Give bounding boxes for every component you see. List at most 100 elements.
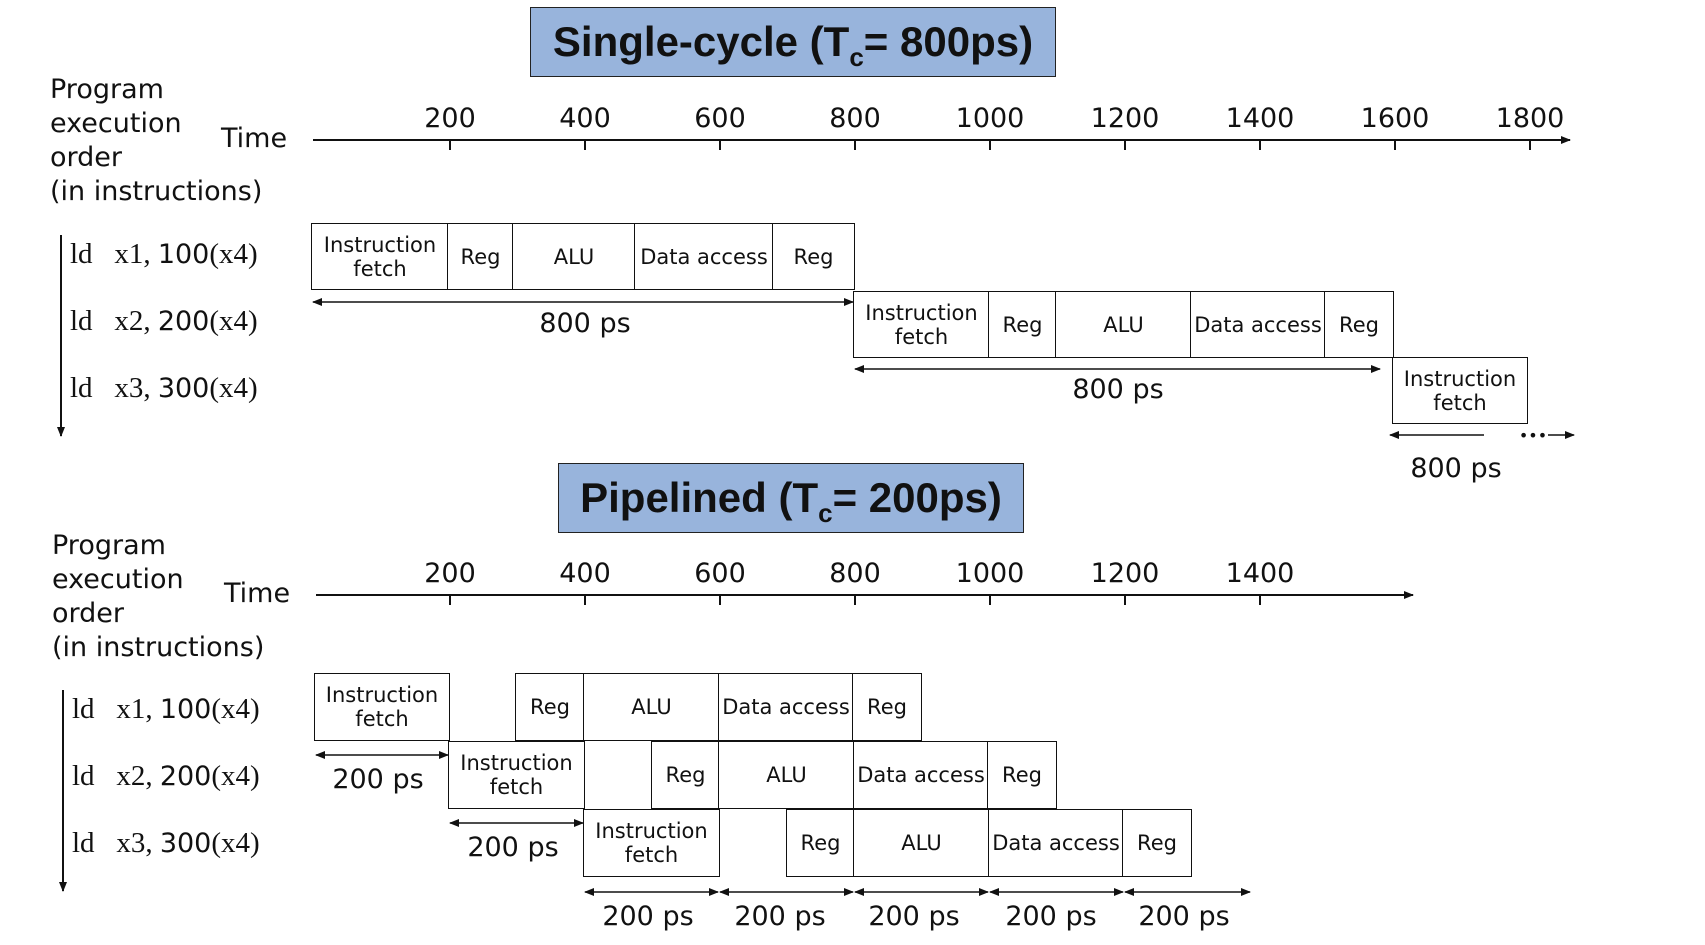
pipe-row3-reg-write: Reg [1122, 809, 1192, 877]
pipelined-instr-3-reg: (x4) [211, 827, 260, 859]
single-instr-2-args: x2, [114, 305, 158, 337]
pipelined-instr-2-args: x2, [116, 760, 160, 792]
single-instr-3-args: x3, [114, 372, 158, 404]
pipe-row2-data-access: Data access [853, 741, 989, 809]
pipelined-instr-2-op: ld [72, 760, 95, 792]
single-tick-400: 400 [559, 103, 611, 134]
pipelined-time-label: Time [224, 578, 291, 609]
pipelined-axis-ticks [449, 595, 1261, 605]
pipelined-instr-3-op: ld [72, 827, 95, 859]
single-tick-600: 600 [694, 103, 746, 134]
single-row2-data-access: Data access [1190, 291, 1326, 358]
pipe-duration-3: 200 ps [602, 901, 694, 932]
pipe-duration-2: 200 ps [467, 832, 559, 863]
pipe-row3-reg-read: Reg [786, 809, 855, 877]
single-tick-1600: 1600 [1360, 103, 1430, 134]
pipelined-instr-3: ld x3, 300(x4) [72, 826, 260, 861]
pipelined-tick-1000: 1000 [955, 558, 1025, 589]
single-instr-2-num: 200 [157, 306, 210, 337]
pipelined-instr-2: ld x2, 200(x4) [72, 759, 260, 794]
pipelined-tick-1400: 1400 [1225, 558, 1295, 589]
single-instr-1-op: ld [70, 238, 93, 270]
pipelined-instr-3-num: 300 [159, 828, 212, 859]
pipelined-title-sub: c [818, 498, 833, 528]
pipe-row2-ifetch: Instruction fetch [448, 741, 585, 809]
pipe-row1-reg-write: Reg [852, 673, 922, 741]
single-tick-800: 800 [829, 103, 881, 134]
pipe-duration-7: 200 ps [1138, 901, 1230, 932]
pipe-duration-6: 200 ps [1005, 901, 1097, 932]
single-instr-1-num: 100 [157, 239, 210, 270]
pipe-row2-reg-write: Reg [987, 741, 1057, 809]
single-row2-alu: ALU [1055, 291, 1192, 358]
single-cycle-title-sub: c [849, 42, 864, 72]
pipelined-tick-800: 800 [829, 558, 881, 589]
single-duration-1: 800 ps [539, 308, 631, 339]
single-ellipsis: ••• [1518, 426, 1548, 445]
single-instr-3-op: ld [70, 372, 93, 404]
pipelined-instr-2-num: 200 [159, 761, 212, 792]
pipelined-instr-1-num: 100 [159, 694, 212, 725]
pipelined-tick-1200: 1200 [1090, 558, 1160, 589]
pipe-row3-ifetch: Instruction fetch [583, 809, 720, 877]
pipe-row2-alu: ALU [718, 741, 855, 809]
single-tick-1800: 1800 [1495, 103, 1565, 134]
single-row1-reg-read: Reg [447, 223, 514, 290]
pipelined-order-label-2: execution [52, 564, 184, 595]
pipe-duration-5: 200 ps [868, 901, 960, 932]
single-order-label-2: execution [50, 108, 182, 139]
pipelined-order-label-1: Program [52, 530, 166, 561]
single-tick-200: 200 [424, 103, 476, 134]
single-cycle-title-rest: = 800ps) [863, 18, 1034, 65]
single-row2-reg-read: Reg [988, 291, 1057, 358]
single-instr-2: ld x2, 200(x4) [70, 304, 258, 339]
pipelined-instr-3-args: x3, [116, 827, 160, 859]
single-duration-2: 800 ps [1072, 374, 1164, 405]
single-cycle-title: Single-cycle (Tc= 800ps) [530, 7, 1056, 77]
pipelined-tick-400: 400 [559, 558, 611, 589]
single-order-label-4: (in instructions) [50, 176, 263, 207]
single-duration-3: 800 ps [1410, 453, 1502, 484]
pipe-row1-data-access: Data access [718, 673, 854, 741]
pipelined-order-label-4: (in instructions) [52, 632, 265, 663]
pipelined-tick-200: 200 [424, 558, 476, 589]
single-row1-ifetch: Instruction fetch [311, 223, 449, 290]
single-tick-1200: 1200 [1090, 103, 1160, 134]
single-order-label-3: order [50, 142, 122, 173]
single-instr-1-args: x1, [114, 238, 158, 270]
pipelined-title-text: Pipelined (T [580, 474, 819, 521]
single-instr-3: ld x3, 300(x4) [70, 371, 258, 406]
pipe-duration-4: 200 ps [734, 901, 826, 932]
single-axis-ticks [449, 140, 1531, 150]
pipelined-instr-1-args: x1, [116, 693, 160, 725]
single-tick-1400: 1400 [1225, 103, 1295, 134]
pipe-row1-reg-read: Reg [515, 673, 585, 741]
single-cycle-title-text: Single-cycle (T [552, 18, 850, 65]
pipelined-instr-2-reg: (x4) [211, 760, 260, 792]
pipelined-title-rest: = 200ps) [832, 474, 1002, 521]
single-time-label: Time [221, 123, 288, 154]
single-row2-reg-write: Reg [1324, 291, 1394, 358]
single-instr-2-reg: (x4) [209, 305, 258, 337]
single-row1-alu: ALU [512, 223, 636, 290]
pipelined-instr-1-op: ld [72, 693, 95, 725]
single-row3-ifetch: Instruction fetch [1392, 357, 1528, 424]
pipe-duration-1: 200 ps [332, 764, 424, 795]
single-instr-3-reg: (x4) [209, 372, 258, 404]
single-row1-reg-write: Reg [772, 223, 855, 290]
pipelined-instr-1: ld x1, 100(x4) [72, 692, 260, 727]
single-tick-1000: 1000 [955, 103, 1025, 134]
single-order-label-1: Program [50, 74, 164, 105]
pipelined-instr-1-reg: (x4) [211, 693, 260, 725]
pipe-row1-ifetch: Instruction fetch [314, 673, 450, 741]
single-row1-data-access: Data access [634, 223, 774, 290]
pipelined-tick-600: 600 [694, 558, 746, 589]
single-instr-1: ld x1, 100(x4) [70, 237, 258, 272]
single-instr-3-num: 300 [157, 373, 210, 404]
pipe-row3-data-access: Data access [988, 809, 1124, 877]
pipelined-title: Pipelined (Tc= 200ps) [558, 463, 1024, 533]
pipe-row2-reg-read: Reg [651, 741, 720, 809]
single-instr-1-reg: (x4) [209, 238, 258, 270]
pipelined-order-label-3: order [52, 598, 124, 629]
